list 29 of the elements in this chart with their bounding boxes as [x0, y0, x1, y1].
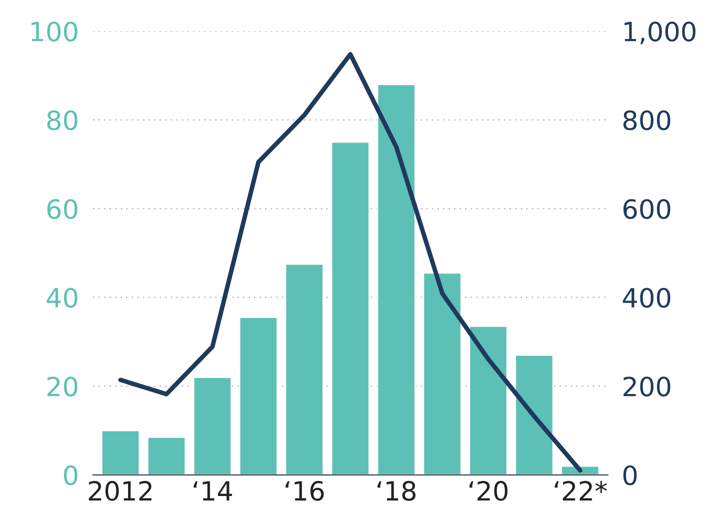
- x-tick-label: ‘22*: [554, 480, 607, 500]
- y-tick-label: 60: [47, 199, 78, 220]
- line-series: [118, 52, 582, 473]
- y-tick-label: 20: [47, 376, 78, 397]
- y2-tick-label: 600: [623, 199, 670, 220]
- x-tick-label: ‘14: [194, 481, 232, 500]
- x-tick-label: 2012: [88, 480, 152, 501]
- bar: [192, 376, 232, 475]
- x-tick-label: ‘16: [286, 480, 324, 501]
- bar: [422, 272, 462, 475]
- y-tick-label: 80: [47, 110, 78, 130]
- bar: [376, 84, 416, 475]
- bar: [468, 326, 508, 475]
- y-tick-label: 40: [46, 288, 78, 308]
- y2-tick-label: 400: [622, 288, 670, 308]
- x-tick-label: ‘18: [378, 480, 416, 501]
- y-tick-label: 0: [64, 465, 78, 486]
- y2-tick-label: 0: [623, 465, 637, 486]
- x-tick-label: ‘20: [470, 480, 508, 501]
- bar: [284, 263, 324, 475]
- bar: [100, 430, 140, 475]
- bar: [330, 141, 370, 475]
- bar: [514, 354, 554, 475]
- y2-tick-label: 1,000: [624, 22, 696, 44]
- bar: [238, 316, 278, 475]
- y2-tick-label: 800: [623, 110, 670, 130]
- bar: [146, 436, 186, 475]
- y2-tick-label: 200: [624, 376, 670, 397]
- y-tick-label: 100: [32, 22, 78, 42]
